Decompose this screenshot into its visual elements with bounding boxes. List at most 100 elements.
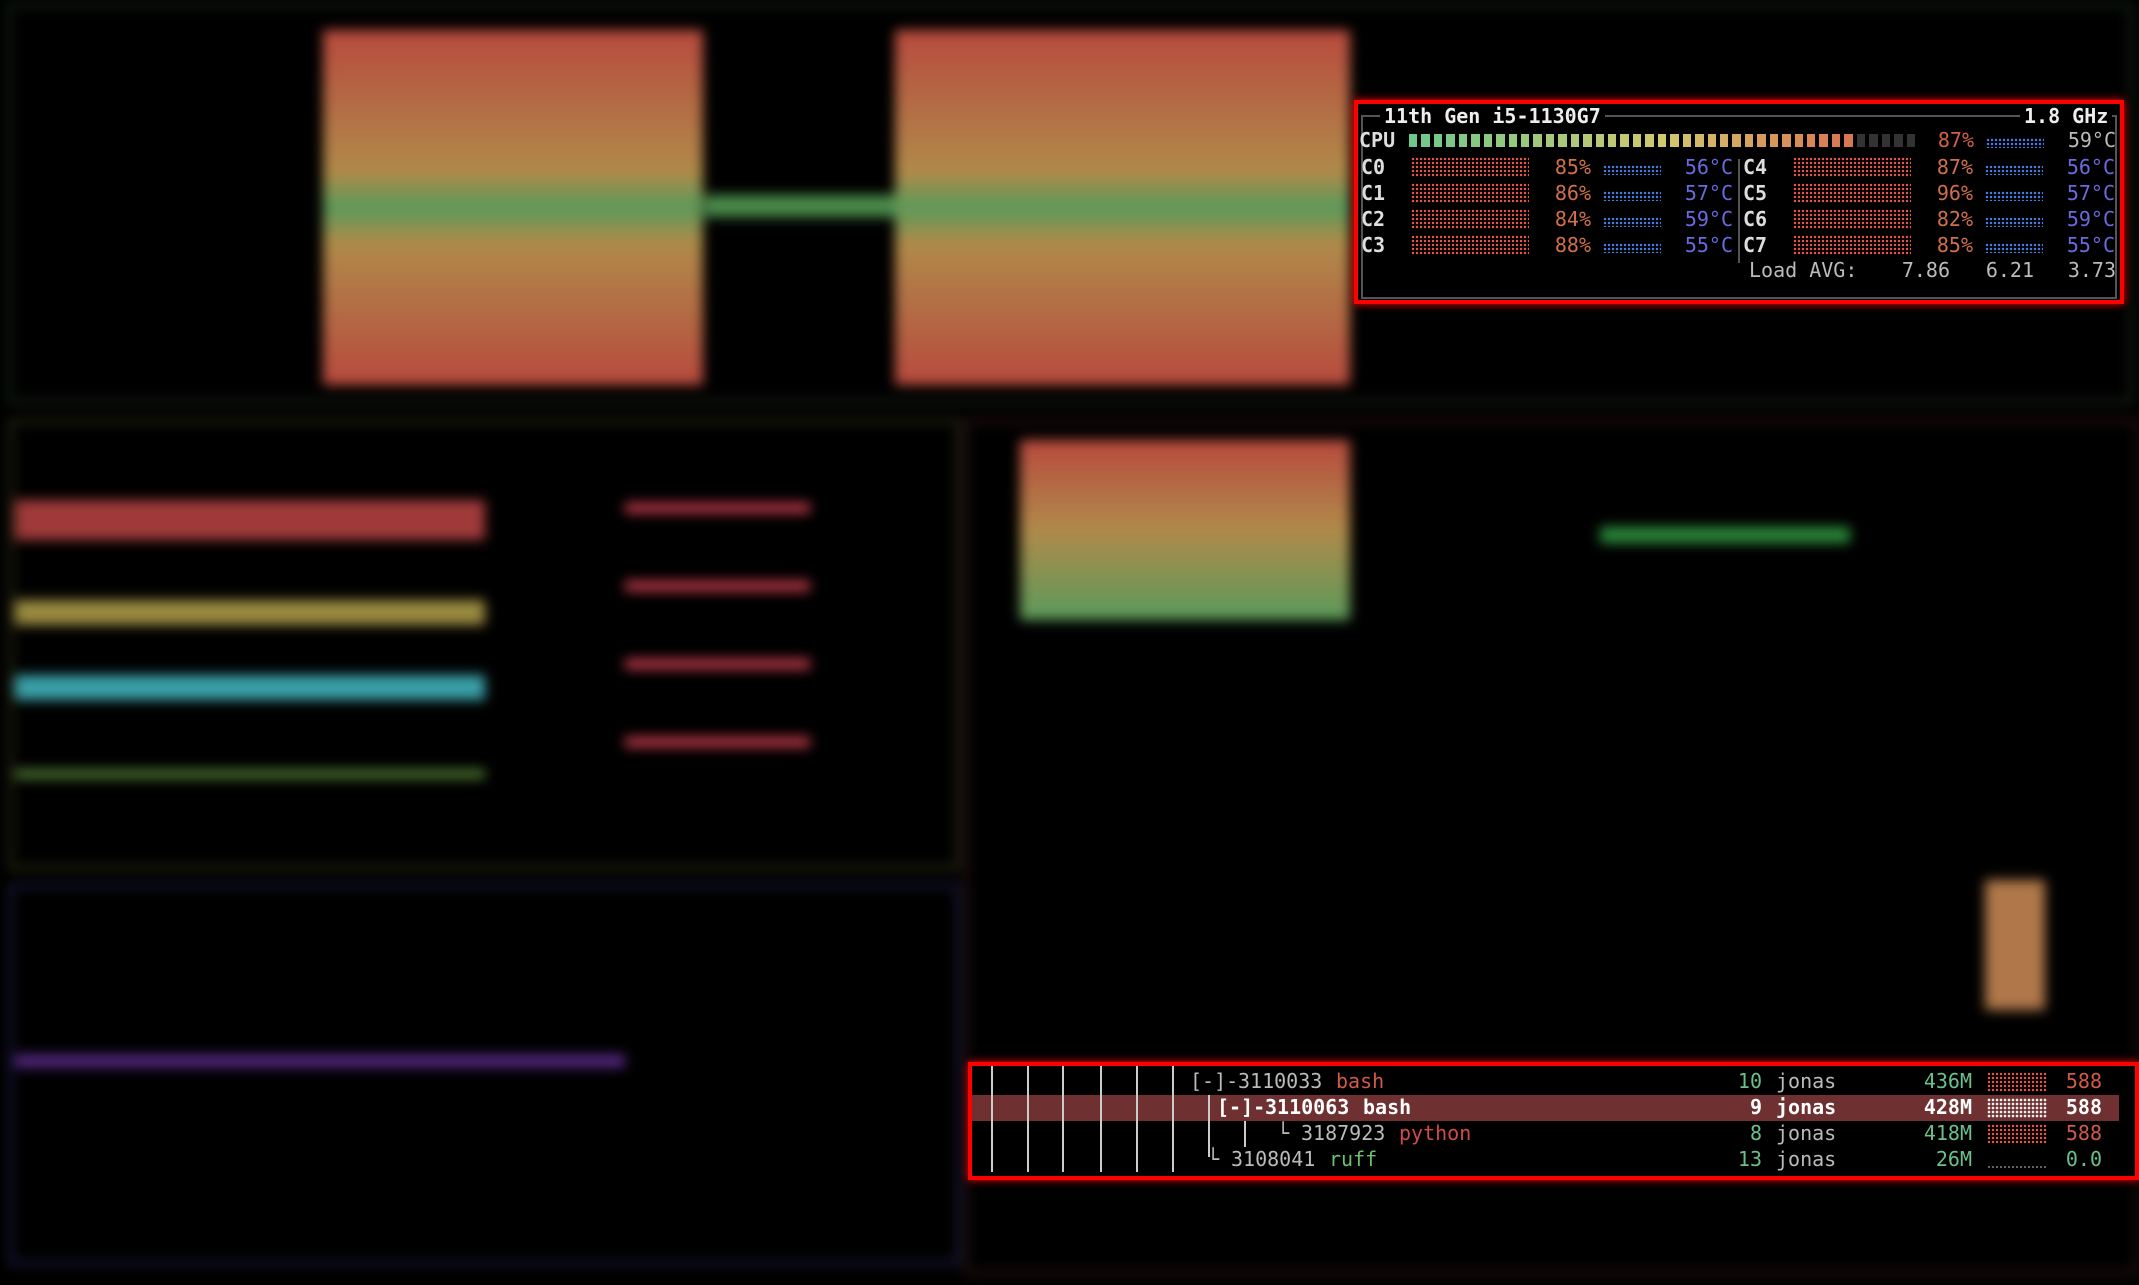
disk-bars	[625, 495, 810, 795]
core-label: C3	[1361, 233, 1386, 257]
core-temp-graph	[1603, 217, 1661, 227]
process-threads: 13	[1737, 1147, 1762, 1171]
core-usage-graph	[1793, 183, 1911, 203]
process-row[interactable]: └ 3108041 ruff 13 jonas 26M 0.0	[972, 1147, 2119, 1173]
proc-tree-highlights	[1985, 880, 2045, 1010]
core-label: C2	[1361, 207, 1386, 231]
cpu-bar-segment	[1558, 134, 1567, 147]
process-pid: 3110063	[1265, 1095, 1350, 1119]
mem-panel	[10, 420, 959, 869]
core-percent: 88%	[1554, 233, 1591, 257]
tree-guide-line	[1027, 1066, 1029, 1172]
core-temp: 57°C	[1684, 181, 1733, 205]
net-panel	[10, 885, 959, 1264]
core-percent: 85%	[1554, 155, 1591, 179]
core-temp-graph	[1603, 165, 1661, 175]
process-row[interactable]: [-]- 3110033 bash 10 jonas 436M 588	[972, 1069, 2119, 1095]
cpu-bar-segment	[1583, 134, 1592, 147]
core-label: C4	[1743, 155, 1768, 179]
cpu-bar-segment	[1881, 134, 1891, 147]
process-cpu-graph	[1987, 1165, 2047, 1169]
cpu-bar-segment	[1906, 134, 1915, 147]
tree-guide-line	[1244, 1121, 1246, 1147]
process-cpu: 588	[2065, 1095, 2102, 1119]
cpu-bar-segment	[1869, 134, 1878, 147]
cpu-bar-segment	[1570, 134, 1580, 147]
mem-available-graph	[15, 600, 485, 625]
process-name: bash	[1363, 1095, 1412, 1119]
load-avg-label: Load AVG:	[1749, 258, 1858, 282]
cpu-bar-segment	[1533, 134, 1542, 147]
cpu-bar-segment	[1831, 134, 1841, 147]
cpu-box-border	[1361, 115, 2117, 299]
process-cpu: 0.0	[2065, 1147, 2102, 1171]
cpu-bar-segment	[1545, 134, 1555, 147]
cpu-total-percent: 87%	[1937, 128, 1974, 152]
cpu-bar-segment	[1682, 134, 1692, 147]
cpu-bar-segment	[1782, 134, 1791, 147]
proc-cpu-graph	[1020, 440, 1350, 620]
core-temp: 59°C	[1684, 207, 1733, 231]
process-user: jonas	[1776, 1095, 1837, 1119]
core-label: C7	[1743, 233, 1768, 257]
process-pid: 3187923	[1301, 1121, 1386, 1145]
mem-cached-graph	[15, 675, 485, 700]
core-percent: 85%	[1936, 233, 1973, 257]
tree-guide-line	[1100, 1066, 1102, 1172]
process-threads: 8	[1749, 1121, 1762, 1145]
cpu-bar-segment	[1446, 134, 1455, 147]
core-usage-graph	[1793, 157, 1911, 177]
process-tree-prefix: [-]-	[1217, 1095, 1266, 1119]
core-temp-graph	[1603, 243, 1661, 253]
process-mem: 26M	[1935, 1147, 1972, 1171]
tree-guide-line	[1208, 1095, 1210, 1157]
process-pid: 3108041	[1231, 1147, 1316, 1171]
core-usage-graph	[1411, 183, 1529, 203]
cpu-bar-segment	[1483, 134, 1493, 147]
process-mem: 436M	[1923, 1069, 1972, 1093]
tree-guide-line	[1136, 1066, 1138, 1172]
core-usage-graph	[1411, 209, 1529, 229]
process-user: jonas	[1776, 1069, 1837, 1093]
load-avg-1: 7.86	[1901, 258, 1950, 282]
core-temp: 55°C	[1684, 233, 1733, 257]
process-tree-box: [-]- 3110033 bash 10 jonas 436M 588 [-]- 3110063…	[968, 1062, 2139, 1180]
cpu-bar-segment	[1894, 134, 1903, 147]
cpu-bar-segment	[1608, 134, 1617, 147]
cpu-bar-segment	[1657, 134, 1667, 147]
cpu-bar-segment	[1471, 134, 1480, 147]
core-temp-graph	[1985, 243, 2043, 253]
cpu-bar-segment	[1496, 134, 1505, 147]
cpu-bar-segment	[1819, 134, 1828, 147]
process-cpu-graph	[1987, 1098, 2047, 1118]
core-usage-graph	[1793, 209, 1911, 229]
cpu-bar-segment	[1632, 134, 1642, 147]
proc-panel	[965, 420, 2139, 1274]
cpu-bar-segment	[1409, 134, 1418, 147]
core-percent: 86%	[1554, 181, 1591, 205]
core-temp-graph	[1985, 217, 2043, 227]
cpu-bar-segment	[1645, 134, 1654, 147]
core-temp: 55°C	[2066, 233, 2115, 257]
cpu-bar-segment	[1757, 134, 1766, 147]
process-pid: 3110033	[1238, 1069, 1323, 1093]
process-user: jonas	[1776, 1147, 1837, 1171]
tree-guide-line	[1172, 1066, 1174, 1172]
cpu-bar-segment	[1769, 134, 1779, 147]
process-tree-prefix: [-]-	[1190, 1069, 1239, 1093]
cpu-total-temp: 59°C	[2067, 128, 2116, 152]
process-cpu: 588	[2065, 1121, 2102, 1145]
core-temp-graph	[1985, 191, 2043, 201]
cpu-bar-segment	[1856, 134, 1866, 147]
core-usage-graph	[1411, 157, 1529, 177]
process-row[interactable]: └ 3187923 python 8 jonas 418M 588	[972, 1121, 2119, 1147]
cpu-bar-segment	[1458, 134, 1468, 147]
process-name: bash	[1336, 1069, 1385, 1093]
cpu-frequency: 1.8 GHz	[2020, 104, 2113, 128]
cpu-bar-segment	[1520, 134, 1530, 147]
process-row[interactable]: [-]- 3110063 bash 9 jonas 428M 588	[972, 1095, 2119, 1121]
process-cpu: 588	[2065, 1069, 2102, 1093]
cpu-bar-segment	[1744, 134, 1754, 147]
cpu-bar-segment	[1732, 134, 1741, 147]
